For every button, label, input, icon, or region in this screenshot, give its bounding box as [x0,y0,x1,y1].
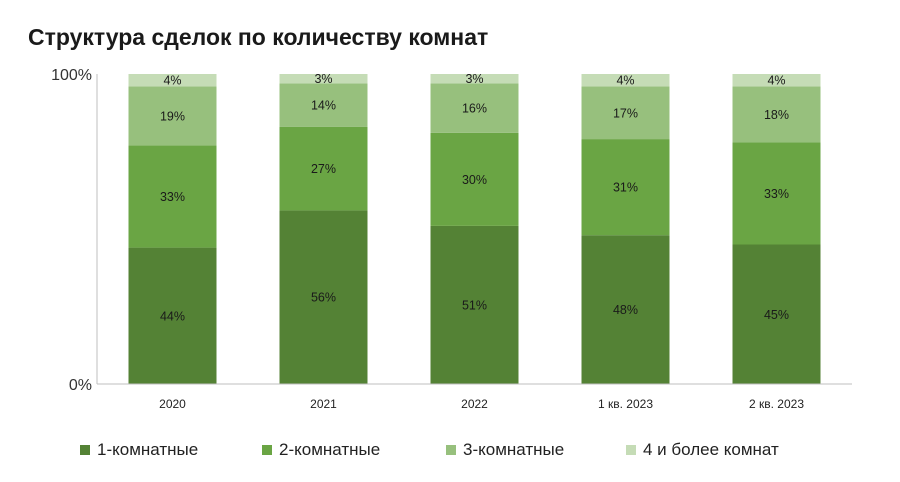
x-tick-label-3: 1 кв. 2023 [598,397,653,411]
bar-segment-s2-c2 [430,83,519,133]
data-label-s2-c0: 19% [160,109,185,123]
bar-segment-s3-c2 [430,74,519,84]
bar-segment-s0-c0 [128,247,217,384]
legend-item-1: 2-комнатные [262,436,380,464]
data-label-s3-c2: 3% [465,72,483,86]
x-tick-label-4: 2 кв. 2023 [749,397,804,411]
bar-segment-s1-c2 [430,132,519,226]
bar-segment-s3-c3 [581,74,670,87]
legend-label-1: 2-комнатные [279,440,381,459]
data-label-s3-c0: 4% [163,74,181,88]
data-label-s2-c2: 16% [462,102,487,116]
bar-segment-s0-c4 [732,244,821,384]
data-label-s2-c4: 18% [764,108,789,122]
bar-segment-s2-c1 [279,83,368,127]
data-label-s2-c3: 17% [613,106,638,120]
bar-segment-s2-c3 [581,86,670,140]
legend-label-3: 4 и более комнат [643,440,779,459]
bar-segment-s0-c2 [430,225,519,384]
y-tick-label-1: 100% [51,67,92,84]
bar-segment-s1-c0 [128,145,217,248]
legend-item-2: 3-комнатные [446,436,564,464]
data-label-s2-c1: 14% [311,99,336,113]
x-tick-label-2: 2022 [461,397,488,411]
legend-item-3: 4 и более комнат [626,436,779,464]
bar-segment-s3-c1 [279,74,368,84]
bar-segment-s1-c1 [279,126,368,211]
data-label-s1-c1: 27% [311,162,336,176]
bar-segment-s2-c4 [732,86,821,143]
legend-label-2: 3-комнатные [463,440,565,459]
legend-swatch-0 [80,445,90,455]
bar-segment-s3-c0 [128,74,217,87]
legend-item-0: 1-комнатные [80,436,198,464]
data-label-s3-c4: 4% [767,74,785,88]
x-tick-label-1: 2021 [310,397,337,411]
y-tick-label-0: 0% [69,377,92,394]
bar-segment-s2-c0 [128,86,217,146]
bar-segment-s0-c1 [279,210,368,384]
data-label-s0-c4: 45% [764,308,789,322]
data-label-s1-c3: 31% [613,181,638,195]
legend-label-0: 1-комнатные [97,440,199,459]
bar-segment-s0-c3 [581,235,670,384]
data-label-s1-c4: 33% [764,187,789,201]
data-label-s3-c1: 3% [314,72,332,86]
chart-title: Структура сделок по количеству комнат [28,24,489,50]
data-label-s0-c0: 44% [160,309,185,323]
bar-segment-s1-c3 [581,139,670,236]
bar-segment-s3-c4 [732,74,821,87]
data-label-s3-c3: 4% [616,74,634,88]
x-tick-label-0: 2020 [159,397,186,411]
data-label-s0-c1: 56% [311,291,336,305]
legend-swatch-2 [446,445,456,455]
legend-swatch-3 [626,445,636,455]
legend-swatch-1 [262,445,272,455]
data-label-s1-c2: 30% [462,173,487,187]
bar-segment-s1-c4 [732,142,821,245]
data-label-s1-c0: 33% [160,190,185,204]
data-label-s0-c2: 51% [462,298,487,312]
data-label-s0-c3: 48% [613,303,638,317]
legend: 1-комнатные 2-комнатные 3-комнатные 4 и бол… [0,436,900,464]
